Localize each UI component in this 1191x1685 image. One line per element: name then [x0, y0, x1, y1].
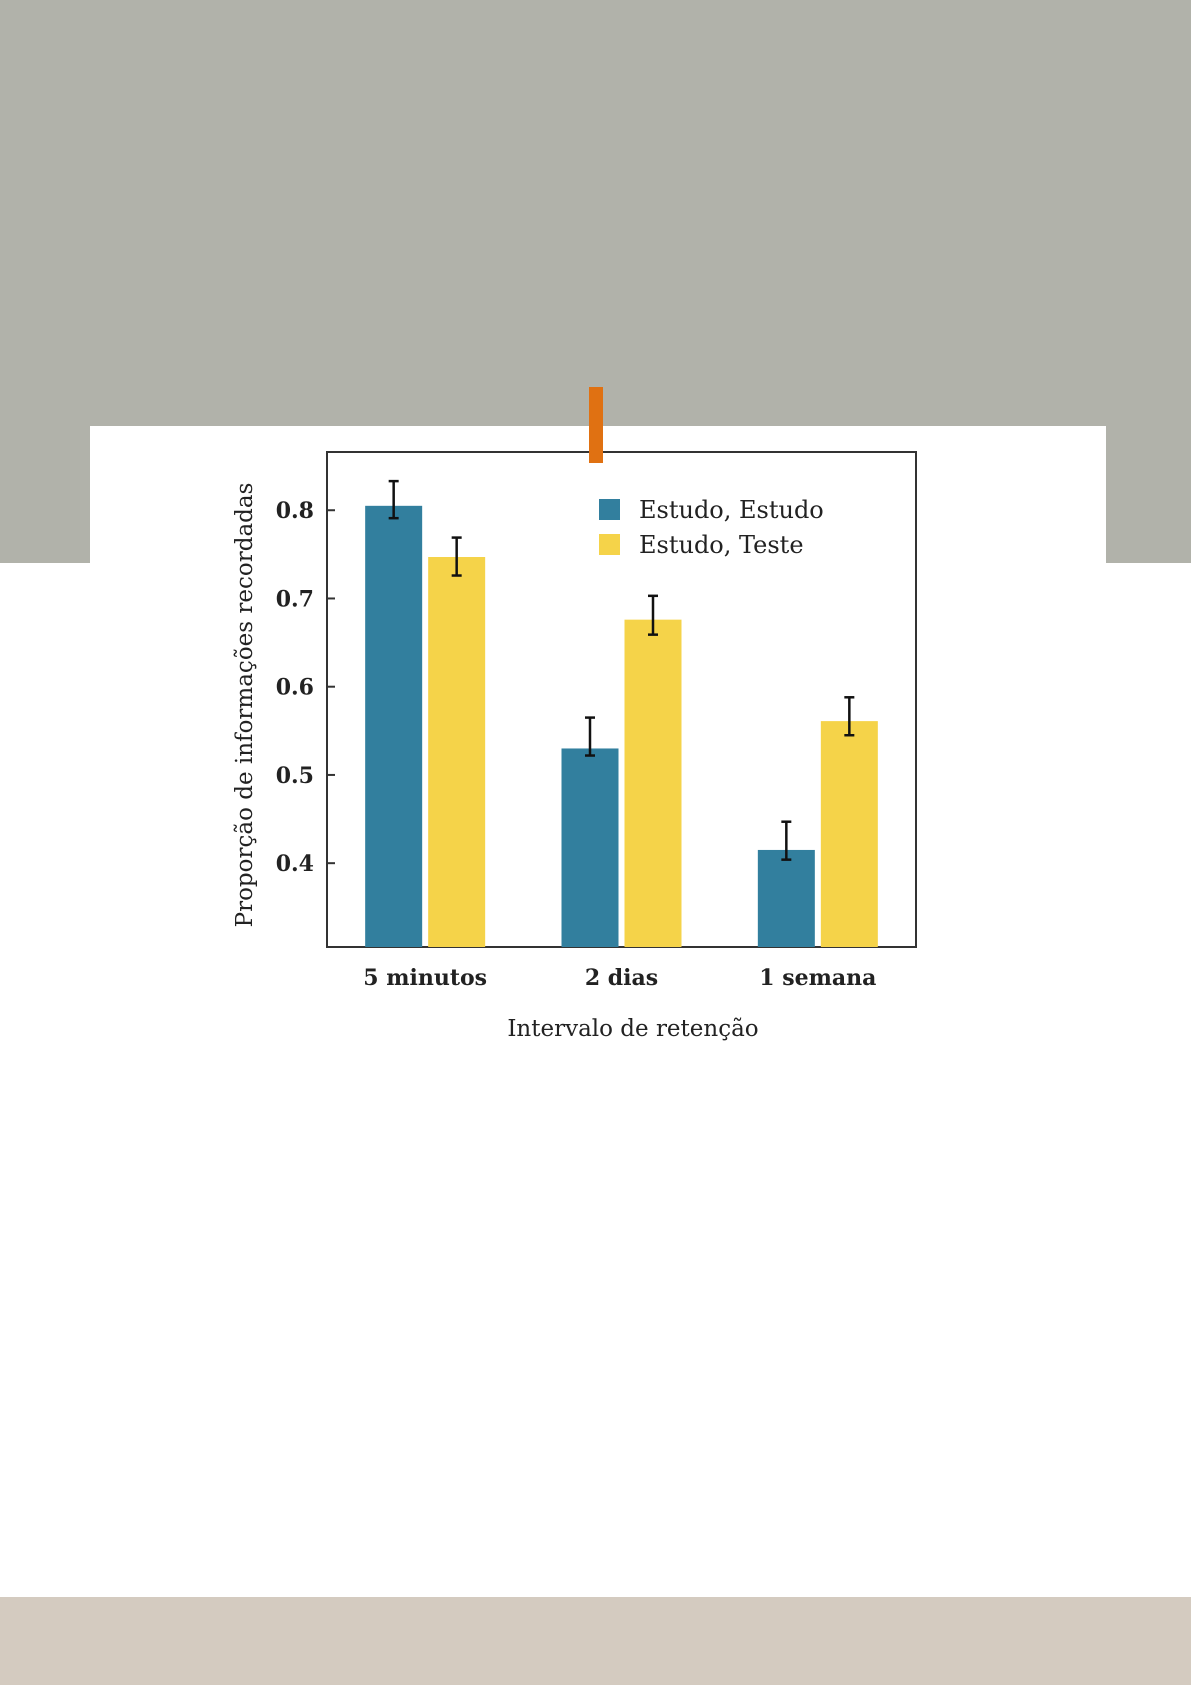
x-tick-label: 1 semana	[759, 965, 876, 991]
x-tick-label: 2 dias	[585, 965, 658, 991]
bottom-background-band	[0, 1597, 1191, 1685]
y-tick-label: 0.7	[276, 586, 314, 612]
error-bar-2-2	[648, 594, 658, 636]
error-bar-1-2	[585, 716, 595, 757]
plot-frame	[326, 451, 917, 948]
y-tick-label: 0.8	[276, 498, 314, 524]
page-card	[90, 426, 1106, 1526]
x-tick-label: 5 minutos	[363, 965, 487, 991]
y-axis-title: Proporção de informações recordadas	[232, 483, 258, 928]
legend-swatch-2	[599, 534, 620, 555]
legend-label-1: Estudo, Estudo	[639, 496, 824, 524]
y-tick-label: 0.4	[276, 851, 314, 877]
legend-swatch-1	[599, 499, 620, 520]
bar-1-2	[561, 748, 619, 947]
error-bars-group	[388, 479, 855, 861]
x-axis-labels: 5 minutos 2 dias 1 semana	[363, 965, 876, 991]
bar-2-2	[624, 619, 682, 947]
bar-1-1	[365, 505, 423, 947]
bars-group	[365, 505, 878, 947]
y-tick-label: 0.6	[276, 675, 314, 701]
error-bar-2-3	[844, 696, 855, 737]
legend-label-2: Estudo, Teste	[639, 531, 804, 559]
x-axis-title: Intervalo de retenção	[507, 1016, 758, 1042]
y-tick-label: 0.5	[276, 763, 314, 789]
bar-2-1	[428, 557, 486, 947]
bar-1-3	[757, 849, 815, 947]
error-bar-1-3	[781, 820, 792, 861]
legend: Estudo, Estudo Estudo, Teste	[599, 496, 824, 559]
orange-marker	[589, 387, 603, 463]
y-axis-ticks: 0.4 0.5 0.6 0.7 0.8	[276, 498, 335, 877]
error-bar-1-1	[388, 479, 399, 520]
error-bar-2-1	[451, 536, 462, 577]
bar-2-3	[820, 721, 878, 947]
